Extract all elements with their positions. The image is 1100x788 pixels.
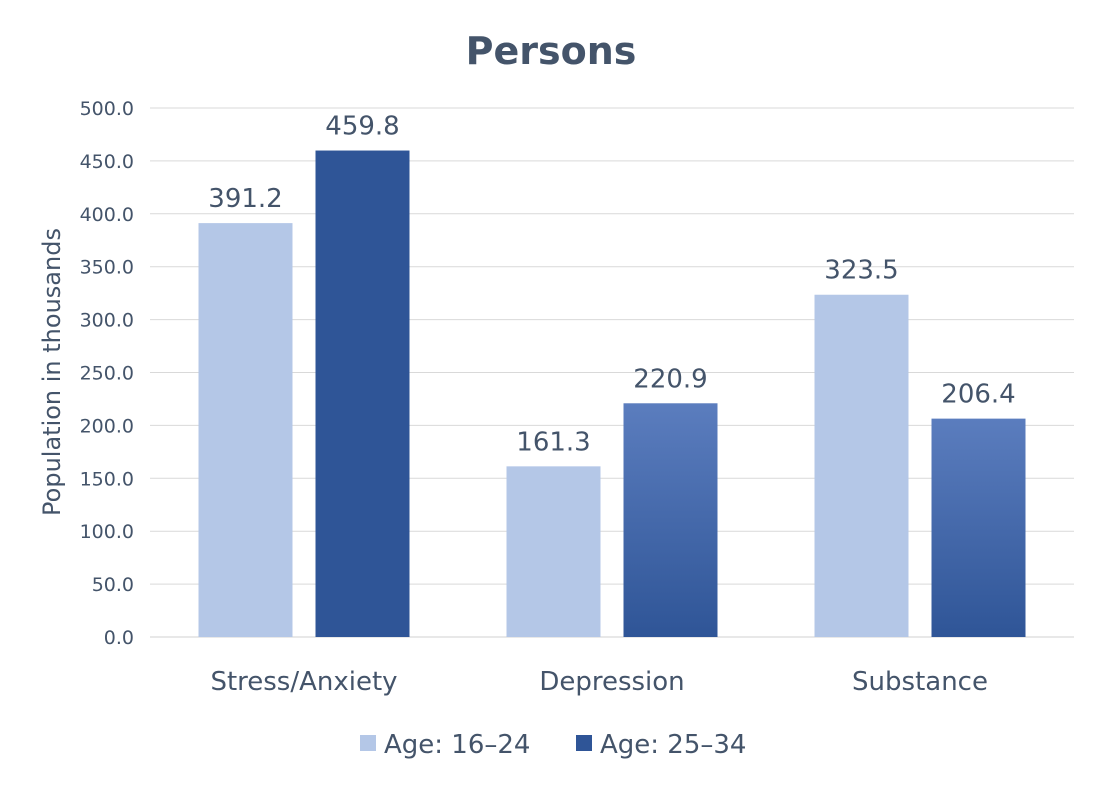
y-tick-label: 500.0 xyxy=(80,98,134,120)
legend-label: Age: 16–24 xyxy=(384,730,530,760)
y-tick-label: 0.0 xyxy=(104,627,134,649)
y-tick-label: 350.0 xyxy=(80,257,134,279)
y-tick-label: 400.0 xyxy=(80,204,134,226)
legend-swatch xyxy=(360,735,376,751)
x-category-label: Stress/Anxiety xyxy=(210,667,397,697)
x-category-label: Depression xyxy=(539,667,684,697)
bar-age-25-34 xyxy=(623,403,718,637)
x-category-label: Substance xyxy=(852,667,988,697)
legend: Age: 16–24 Age: 25–34 xyxy=(360,730,746,760)
legend-label: Age: 25–34 xyxy=(600,730,746,760)
y-tick-label: 100.0 xyxy=(80,521,134,543)
chart-title: Persons xyxy=(466,29,637,73)
data-label: 391.2 xyxy=(208,184,282,214)
y-tick-label: 450.0 xyxy=(80,151,134,173)
data-label: 459.8 xyxy=(325,112,399,142)
y-tick-label: 200.0 xyxy=(80,415,134,437)
y-tick-label: 150.0 xyxy=(80,468,134,490)
y-axis-title: Population in thousands xyxy=(38,228,66,516)
y-tick-label: 300.0 xyxy=(80,310,134,332)
data-label: 220.9 xyxy=(633,364,707,394)
legend-swatch xyxy=(576,735,592,751)
gridlines xyxy=(150,107,1074,638)
bar-age-16-24 xyxy=(506,466,601,637)
bars xyxy=(198,150,1026,637)
data-labels: 391.2 459.8 161.3 220.9 323.5 206.4 xyxy=(208,112,1015,458)
y-tick-label: 50.0 xyxy=(92,574,134,596)
x-axis-categories: Stress/Anxiety Depression Substance xyxy=(210,667,988,697)
y-tick-label: 250.0 xyxy=(80,363,134,385)
bar-age-16-24 xyxy=(814,294,909,637)
bar-age-25-34 xyxy=(315,150,410,637)
data-label: 206.4 xyxy=(941,380,1015,410)
bar-age-25-34 xyxy=(931,418,1026,637)
data-label: 161.3 xyxy=(516,427,590,457)
bar-age-16-24 xyxy=(198,223,293,637)
data-label: 323.5 xyxy=(824,256,898,286)
y-axis-ticks: 0.0 50.0 100.0 150.0 200.0 250.0 300.0 350.0 400… xyxy=(80,98,134,649)
